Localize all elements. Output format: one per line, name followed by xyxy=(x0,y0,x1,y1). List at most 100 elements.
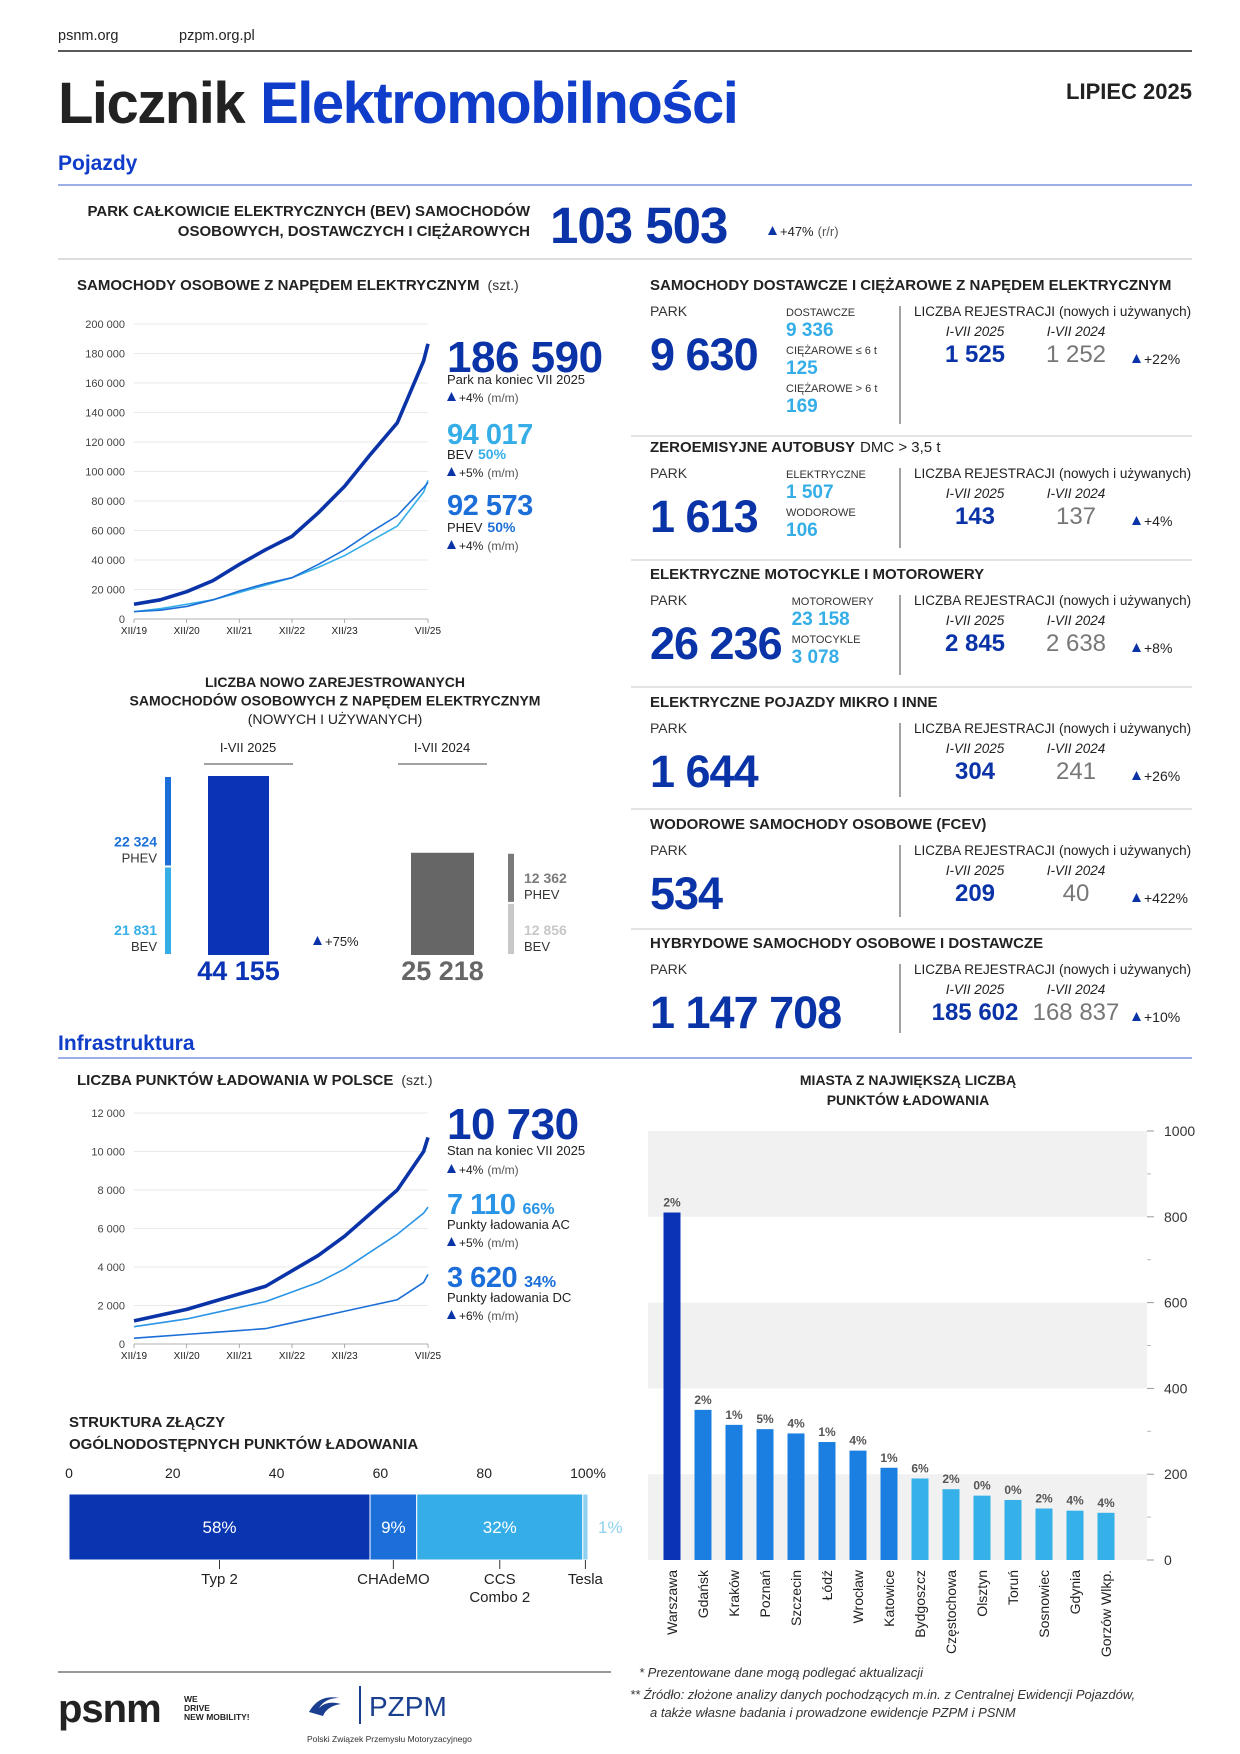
section-title: Pojazdy xyxy=(58,152,138,175)
reg-title: LICZBA REJESTRACJI xyxy=(914,593,1055,608)
y-tick-label: 20 000 xyxy=(91,585,125,597)
change-value: +4% xyxy=(459,391,484,405)
park-value: 534 xyxy=(650,868,723,919)
segment-value: 21 831 xyxy=(114,922,157,938)
band xyxy=(648,1302,1147,1389)
reg-note: (nowych i używanych) xyxy=(1059,843,1191,858)
pzpm-name: Polski Związek Przemysłu Motoryzacyjnego xyxy=(307,1734,472,1744)
stack-segment xyxy=(416,1493,584,1561)
up-arrow xyxy=(1132,354,1141,363)
reg-value: 209 xyxy=(955,880,995,907)
panel-title: WODOROWE SAMOCHODY OSOBOWE (FCEV) xyxy=(650,816,986,833)
bar-annotation: 0% xyxy=(1004,1483,1022,1497)
reg-period: I-VII 2025 xyxy=(946,486,1005,501)
reg-value: 2 845 xyxy=(945,630,1005,657)
reg-period: I-VII 2024 xyxy=(1047,741,1106,756)
change-unit: (m/m) xyxy=(487,466,518,480)
y-tick-label: 12 000 xyxy=(91,1108,125,1120)
reg-value: 1 525 xyxy=(945,341,1005,368)
callout-value: 10 730 xyxy=(447,1100,579,1149)
chart-title: PUNKTÓW ŁADOWANIA xyxy=(827,1091,990,1108)
park-label: PARK xyxy=(650,465,688,481)
category-label: Tesla xyxy=(567,1571,603,1588)
y-tick-label: 0 xyxy=(1164,1552,1172,1568)
category-label-box: Tesla xyxy=(567,1571,603,1588)
park-label: PARK xyxy=(650,303,688,319)
slogan: DRIVE xyxy=(184,1703,210,1713)
series-line xyxy=(133,1136,430,1323)
report-date: LIPIEC 2025 xyxy=(1066,79,1192,104)
footnote: * Prezentowane dane mogą podlegać aktual… xyxy=(639,1665,924,1680)
callout-name: BEV xyxy=(447,447,473,462)
page-title-accent: Elektromobilności xyxy=(260,71,737,136)
reg-title: LICZBA REJESTRACJI xyxy=(914,466,1055,481)
x-tick-label: VII/25 xyxy=(415,626,442,637)
up-arrow xyxy=(1132,893,1141,902)
callout-value: 92 573 xyxy=(447,490,533,522)
change-value: +75% xyxy=(325,934,359,949)
category-label: CHAdeMO xyxy=(357,1571,430,1588)
chart-unit: (szt.) xyxy=(488,277,519,293)
change-value: +8% xyxy=(1144,640,1172,656)
panel-title: ELEKTRYCZNE POJAZDY MIKRO I INNE xyxy=(650,694,938,711)
x-tick-label: XII/21 xyxy=(226,626,253,637)
y-tick-label: 200 xyxy=(1164,1466,1188,1482)
park-label: PARK xyxy=(650,720,688,736)
category-label: CCS Combo 2 xyxy=(469,1571,531,1606)
callout-value: 94 017 xyxy=(447,419,533,451)
segment-name: PHEV xyxy=(524,887,560,902)
item-value: 106 xyxy=(786,520,818,541)
up-arrow xyxy=(1132,643,1141,652)
stack-segment xyxy=(68,1493,371,1561)
up-arrow xyxy=(1132,1012,1141,1021)
y-tick-label: 2 000 xyxy=(97,1301,125,1313)
bar-annotation: 1% xyxy=(725,1408,743,1422)
park-label: PARK xyxy=(650,961,688,977)
reg-period: I-VII 2025 xyxy=(946,324,1005,339)
category-label: Typ 2 xyxy=(201,1571,238,1588)
reg-note: (nowych i używanych) xyxy=(1059,304,1191,319)
reg-value: 185 602 xyxy=(932,999,1019,1026)
x-tick-label: Toruń xyxy=(1005,1570,1021,1605)
segment-label: 58% xyxy=(202,1518,236,1537)
bar-annotation: 4% xyxy=(1097,1496,1115,1510)
x-tick-label: Bydgoszcz xyxy=(912,1570,928,1638)
stack-segment xyxy=(165,777,171,866)
section-title: Infrastruktura xyxy=(58,1032,195,1055)
segment-name: BEV xyxy=(524,939,550,954)
chart-title: SAMOCHODÓW OSOBOWYCH Z NAPĘDEM ELEKTRYCZ… xyxy=(130,692,541,709)
change-value: +47% xyxy=(780,224,814,239)
reg-value: 40 xyxy=(1063,880,1090,907)
category-label: I-VII 2025 xyxy=(220,740,276,755)
change-value: +4% xyxy=(459,1163,484,1177)
total-label: 44 155 xyxy=(197,956,280,986)
y-tick-label: 80 000 xyxy=(91,496,125,508)
bar xyxy=(973,1495,991,1560)
reg-title: LICZBA REJESTRACJI xyxy=(914,721,1055,736)
y-tick-label: 120 000 xyxy=(85,437,125,449)
park-label: PARK xyxy=(650,592,688,608)
up-arrow xyxy=(1132,516,1141,525)
series-line xyxy=(133,343,430,607)
up-arrow xyxy=(1132,771,1141,780)
header-link: psnm.org xyxy=(58,28,118,44)
change-value: +22% xyxy=(1144,351,1180,367)
bar-annotation: 1% xyxy=(818,1425,836,1439)
panel-title: SAMOCHODY DOSTAWCZE I CIĘŻAROWE Z NAPĘDE… xyxy=(650,277,1171,294)
park-label: PARK xyxy=(650,842,688,858)
x-tick-label: Kraków xyxy=(726,1569,742,1617)
stack-segment xyxy=(165,867,171,954)
park-value: 1 644 xyxy=(650,746,759,797)
category-label-box: CCS Combo 2 xyxy=(469,1571,531,1606)
stack-segment xyxy=(508,853,514,902)
reg-period: I-VII 2024 xyxy=(1047,982,1106,997)
panel-title: ZEROEMISYJNE AUTOBUSY xyxy=(650,439,855,456)
reg-period: I-VII 2024 xyxy=(1047,324,1106,339)
up-arrow xyxy=(768,226,777,235)
change-value: +422% xyxy=(1144,890,1188,906)
reg-period: I-VII 2024 xyxy=(1047,486,1106,501)
park-value: 1 147 708 xyxy=(650,987,841,1038)
chart-title: MIASTA Z NAJWIĘKSZĄ LICZBĄ xyxy=(800,1072,1016,1088)
bar xyxy=(756,1429,774,1560)
